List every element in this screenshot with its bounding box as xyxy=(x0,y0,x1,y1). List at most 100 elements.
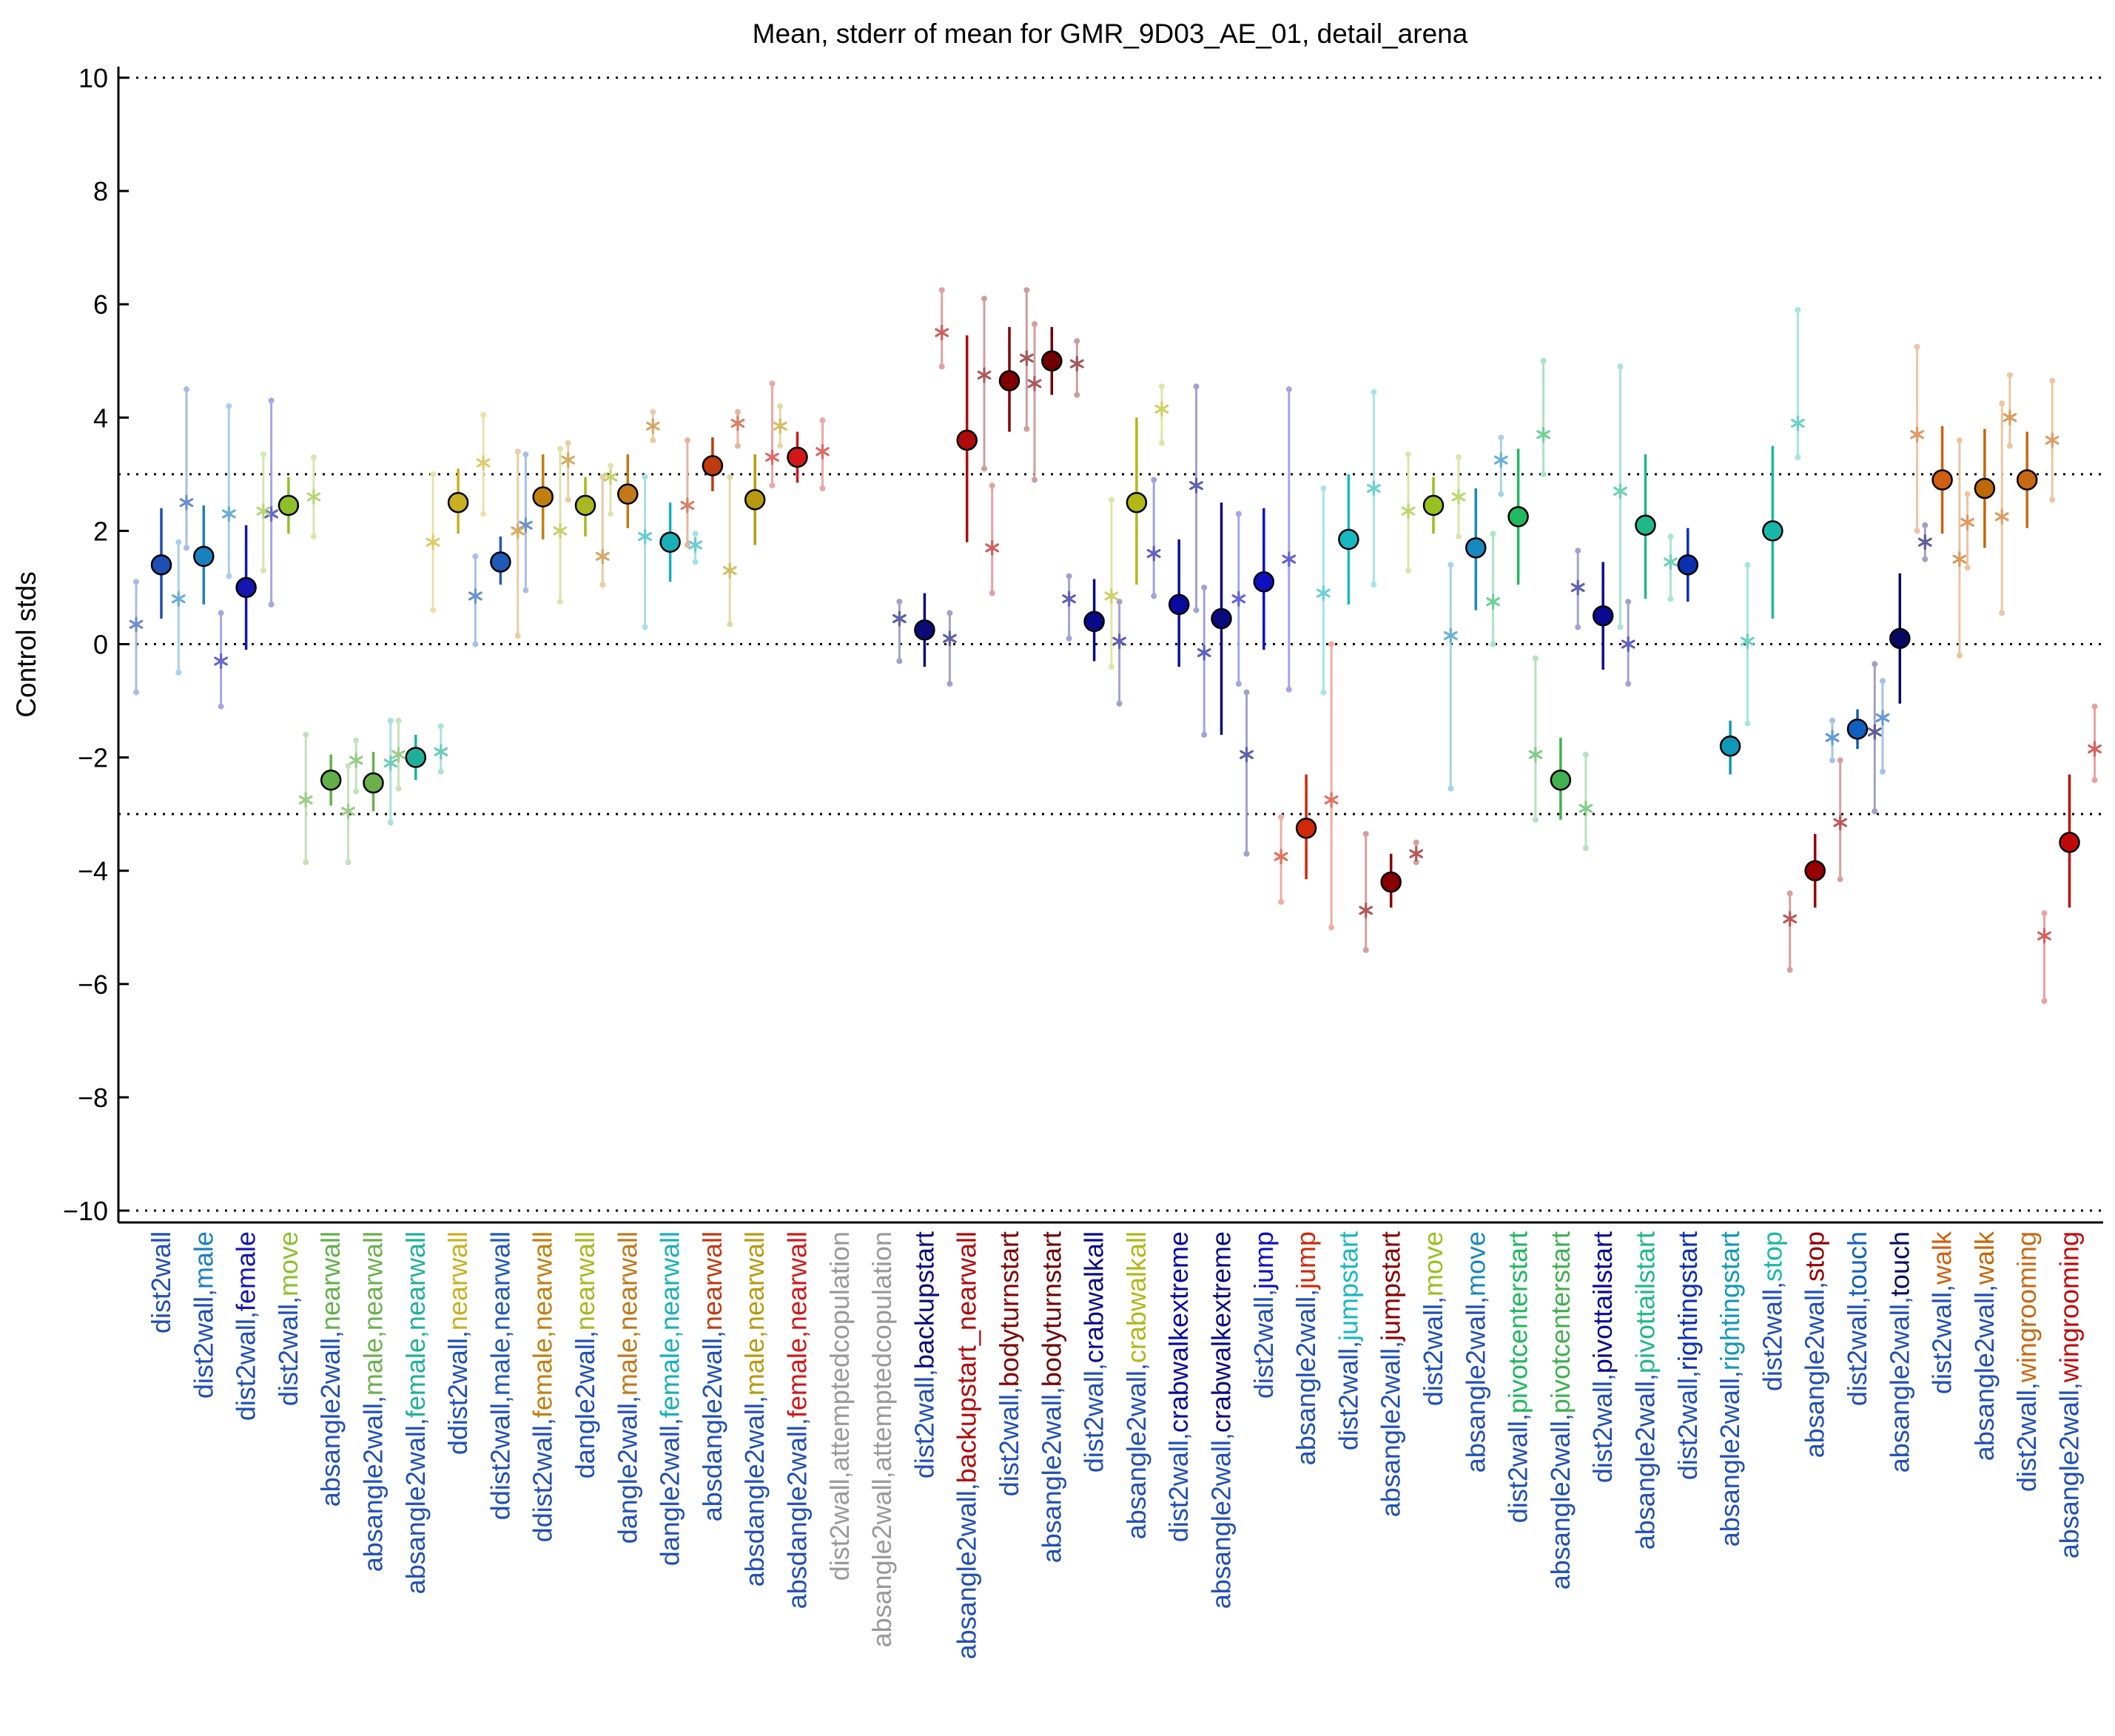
sex-error-endpoint xyxy=(557,445,563,452)
sex-mean-star xyxy=(1528,747,1543,763)
sex-mean-star xyxy=(638,528,652,545)
mean-marker xyxy=(1465,537,1487,559)
sex-mean-star xyxy=(298,792,313,808)
x-tick-label: dist2wall,stop xyxy=(1757,1231,1787,1391)
y-tick-label: −6 xyxy=(78,969,108,1000)
sex-error-endpoint xyxy=(1490,531,1496,537)
sex-mean-star xyxy=(1493,452,1508,468)
sex-mean-star xyxy=(943,630,957,647)
sex-error-endpoint xyxy=(599,582,606,588)
mean-marker xyxy=(1295,818,1317,839)
sex-mean-star xyxy=(214,653,228,670)
sex-error-endpoint xyxy=(1575,548,1581,554)
sex-error-endpoint xyxy=(310,534,317,540)
sex-mean-star xyxy=(1019,350,1034,366)
sex-error-endpoint xyxy=(226,573,232,579)
sex-mean-star xyxy=(1783,911,1798,927)
sex-mean-star xyxy=(1062,591,1076,607)
x-tick-label: dist2wall,move xyxy=(273,1231,303,1406)
mean-marker xyxy=(1507,506,1529,528)
sex-error-endpoint xyxy=(184,386,189,393)
sex-mean-star xyxy=(816,443,830,460)
y-tick-label: 8 xyxy=(93,176,108,206)
sex-error-endpoint xyxy=(1837,876,1843,883)
sex-error-endpoint xyxy=(946,610,953,616)
sex-error-endpoint xyxy=(1872,661,1878,667)
sex-error-endpoint xyxy=(1964,565,1971,571)
x-tick-label: dangle2wall,male,nearwall xyxy=(612,1231,642,1544)
sex-error-endpoint xyxy=(1786,890,1793,897)
sex-error-endpoint xyxy=(1108,664,1114,670)
sex-mean-star xyxy=(645,418,660,434)
sex-error-endpoint xyxy=(1829,757,1835,764)
sex-error-endpoint xyxy=(1151,477,1157,483)
x-tick-label: dist2wall,rightingstart xyxy=(1672,1231,1703,1480)
sex-error-endpoint xyxy=(1625,681,1632,687)
y-ticks: −10 −8 −6 −4 −2 0 2 4 6 8 10 xyxy=(63,63,129,1226)
sex-mean-star xyxy=(1189,477,1203,494)
x-tick-label: dist2wall,pivottailstart xyxy=(1587,1231,1618,1483)
sex-mean-star xyxy=(1104,588,1119,605)
sex-error-endpoint xyxy=(387,717,394,724)
sex-error-endpoint xyxy=(565,497,571,503)
sex-error-endpoint xyxy=(1498,434,1504,441)
sex-error-endpoint xyxy=(175,539,182,545)
sex-mean-star xyxy=(341,803,355,819)
sex-mean-star xyxy=(1875,710,1890,726)
sex-error-endpoint xyxy=(734,408,741,415)
sex-error-endpoint xyxy=(1243,850,1250,857)
sex-error-endpoint xyxy=(2049,377,2056,384)
mean-marker xyxy=(914,619,935,641)
sex-error-endpoint xyxy=(769,482,776,489)
sex-error-endpoint xyxy=(1362,946,1369,953)
x-tick-label: dist2wall,move xyxy=(1418,1231,1448,1406)
mean-marker xyxy=(956,429,978,451)
sex-mean-star xyxy=(349,752,363,769)
sex-mean-star xyxy=(2037,928,2051,944)
sex-error-endpoint xyxy=(896,658,903,665)
mean-marker xyxy=(1974,477,1996,499)
sex-error-endpoint xyxy=(1413,859,1419,866)
sex-mean-star xyxy=(688,536,702,554)
sex-mean-star xyxy=(935,324,949,341)
sex-mean-star xyxy=(1960,514,1974,531)
sex-error-endpoint xyxy=(734,443,741,449)
mean-marker xyxy=(2059,832,2080,853)
x-tick-label: absangle2wall,female,nearwall xyxy=(400,1231,431,1594)
sex-mean-star xyxy=(977,367,992,383)
sex-error-endpoint xyxy=(522,587,529,593)
sex-mean-star xyxy=(722,562,737,579)
sex-error-endpoint xyxy=(260,567,266,573)
sex-mean-star xyxy=(434,744,448,760)
sex-error-endpoint xyxy=(946,681,953,687)
sex-error-endpoint xyxy=(1243,689,1250,696)
sex-error-endpoint xyxy=(1066,635,1072,642)
mean-marker xyxy=(1211,608,1232,630)
sex-error-endpoint xyxy=(1922,556,1929,562)
sex-error-endpoint xyxy=(1880,678,1886,684)
x-tick-label: absangle2wall,crabwalkextreme xyxy=(1206,1231,1237,1609)
y-tick-label: 2 xyxy=(93,516,108,546)
mean-marker xyxy=(235,576,257,599)
sex-error-endpoint xyxy=(1032,320,1038,327)
sex-error-endpoint xyxy=(1235,511,1242,517)
sex-mean-star xyxy=(383,755,398,771)
sex-mean-star xyxy=(1359,902,1373,918)
sex-error-endpoint xyxy=(1320,485,1327,491)
mean-marker xyxy=(787,446,808,468)
sex-error-endpoint xyxy=(1582,751,1589,758)
sex-mean-star xyxy=(391,747,406,763)
x-tick-label: dist2wall,pivotcenterstart xyxy=(1503,1231,1533,1523)
mean-marker xyxy=(1592,605,1614,627)
x-tick-label: absangle2wall,nearwall xyxy=(315,1231,346,1507)
sex-mean-star xyxy=(985,539,1000,556)
sex-error-endpoint xyxy=(395,717,402,724)
sex-error-endpoint xyxy=(1032,477,1038,483)
sex-error-endpoint xyxy=(1278,898,1285,905)
x-tick-label: absangle2wall,jumpstart xyxy=(1376,1231,1406,1517)
mean-marker xyxy=(1931,469,1953,491)
mean-marker xyxy=(193,545,215,568)
mean-marker xyxy=(405,747,427,768)
sex-mean-star xyxy=(426,534,440,551)
sex-mean-star xyxy=(1317,585,1331,602)
